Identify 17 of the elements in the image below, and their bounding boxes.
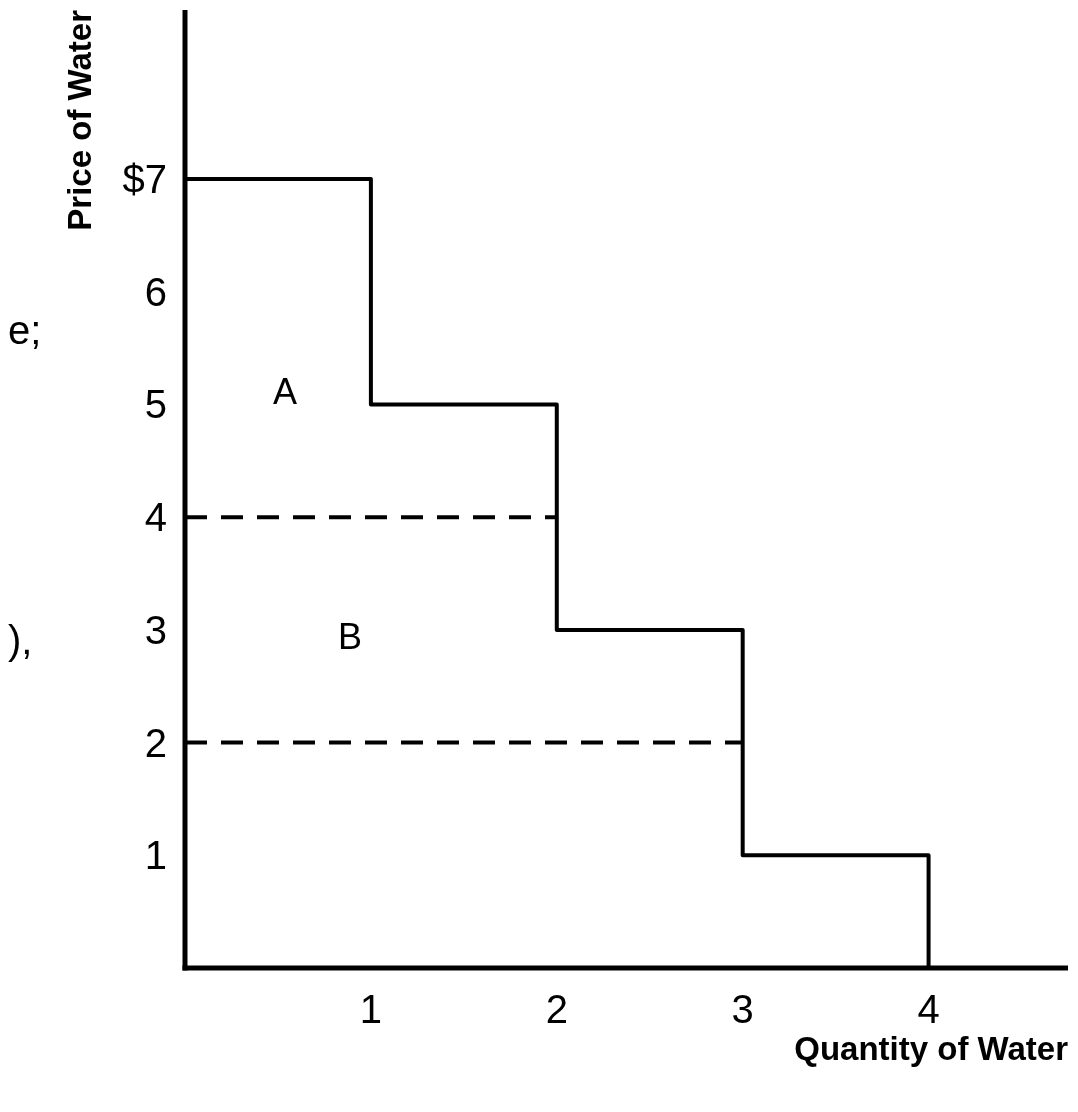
- x-axis-title: Quantity of Water: [794, 1030, 1069, 1067]
- x-tick-label: 2: [545, 987, 568, 1031]
- x-tick-label: 3: [731, 987, 754, 1031]
- y-tick-label: 2: [144, 720, 167, 765]
- x-tick-label: 1: [359, 987, 383, 1031]
- y-tick-label: 3: [144, 607, 167, 652]
- y-tick-label: 5: [144, 382, 167, 427]
- text: e;: [8, 308, 42, 352]
- y-tick-label: 1: [144, 833, 167, 878]
- text: ),: [8, 618, 33, 662]
- x-tick-label: 4: [917, 987, 940, 1031]
- y-axis-title: Price of Water: [61, 9, 99, 231]
- y-tick-label: 4: [144, 495, 167, 540]
- annotation: B: [337, 615, 363, 657]
- annotation: A: [272, 370, 298, 412]
- y-tick-label: $7: [122, 157, 167, 202]
- y-tick-label: 6: [144, 269, 167, 314]
